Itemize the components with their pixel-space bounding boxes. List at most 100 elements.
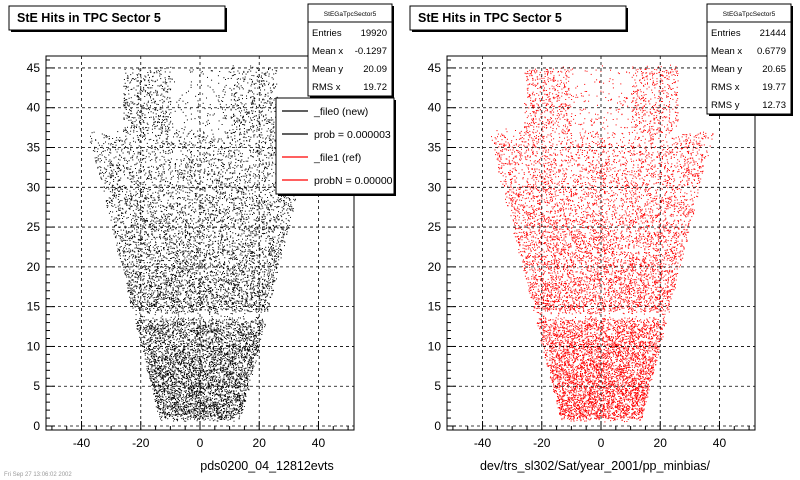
hit-point [212,304,214,306]
hit-point [197,170,199,172]
hit-point [173,143,175,145]
hit-point [158,197,160,199]
hit-point [216,308,218,310]
hit-point [208,202,210,204]
hit-point [112,146,114,147]
hit-point [238,285,240,287]
hit-point [192,159,194,160]
hit-point [275,258,277,260]
hit-point [160,308,162,310]
hit-point [142,275,144,277]
hit-point [224,341,226,343]
hit-point [190,290,192,292]
hit-point [180,143,182,145]
hit-point [241,395,243,396]
hit-point [165,268,167,269]
hit-point [274,227,276,229]
hit-point [158,276,160,278]
hit-point [158,387,160,389]
hit-point [217,174,219,176]
hit-point [155,157,157,159]
hit-point [235,285,237,286]
hit-point [136,293,138,295]
hit-point [183,359,185,361]
hit-point [256,342,258,343]
hit-point [182,340,184,342]
hit-point [188,226,190,228]
hit-point [171,291,173,293]
hit-point [177,270,179,271]
hit-point [137,300,138,302]
hit-point [227,178,229,180]
hit-point [135,323,137,324]
hit-point [112,205,114,207]
hit-point [131,219,132,221]
hit-point [113,179,115,180]
hit-point [202,93,204,95]
hit-point [165,368,166,370]
hit-point [289,199,290,201]
hit-point [243,80,245,82]
hit-point [173,417,175,419]
hit-point [236,258,238,260]
hit-point [169,358,171,360]
hit-point [264,194,266,196]
hit-point [250,360,252,362]
hit-point [262,163,264,165]
hit-point [253,149,255,151]
hit-point [250,264,252,265]
hit-point [154,365,156,367]
hit-point [217,294,219,296]
hit-point [163,172,165,174]
hit-point [97,155,99,157]
hit-point [194,403,196,405]
hit-point [213,158,215,160]
hit-point [184,269,186,271]
hit-point [254,319,256,321]
hit-point [142,105,144,107]
hit-point [150,281,152,283]
hit-point [171,143,173,145]
hit-point [197,293,199,294]
hit-point [199,394,201,396]
hit-point [156,330,158,332]
hit-point [211,319,213,321]
hit-point [153,335,155,337]
hit-point [271,147,273,149]
hit-point [204,328,206,330]
hit-point [240,406,241,408]
hit-point [227,345,228,347]
hit-point [250,96,252,98]
hit-point [167,405,169,407]
hit-point [225,335,227,337]
hit-point [239,139,240,141]
hit-point [159,119,160,120]
hit-point [201,328,203,330]
hit-point [148,139,150,141]
hit-point [234,197,236,199]
hit-point [220,326,222,328]
hit-point [109,197,111,199]
hit-point [274,280,276,282]
hit-point [182,271,183,273]
hit-point [281,206,283,208]
hit-point [177,323,178,325]
hit-point [240,235,242,237]
hit-point [224,303,226,305]
hit-point [265,74,267,76]
hit-point [272,185,274,187]
hit-point [133,184,135,185]
hit-point [249,349,251,351]
hit-point [162,378,164,380]
hit-point [103,190,105,192]
hit-point [228,347,230,349]
hit-point [239,375,241,377]
hit-point [183,242,184,244]
hit-point [135,78,137,80]
hit-point [189,202,191,203]
hit-point [157,167,159,169]
hit-point [121,140,123,142]
hit-point [202,402,204,404]
hit-point [198,216,200,218]
hit-point [202,375,204,377]
